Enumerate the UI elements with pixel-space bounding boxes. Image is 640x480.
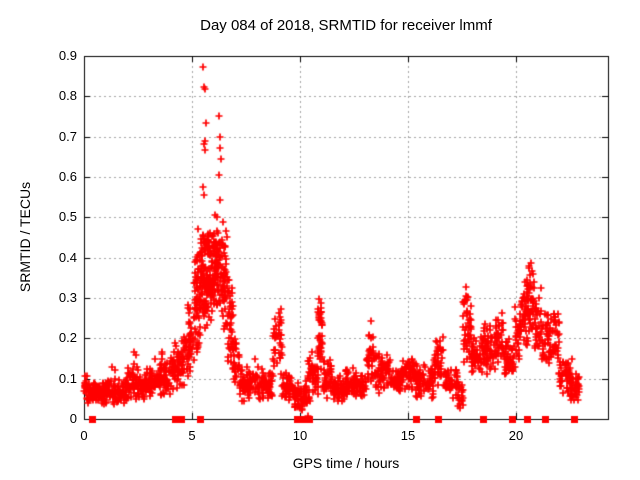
y-tick-label: 0.1 [58,370,77,386]
x-tick-label: 15 [400,428,416,443]
y-tick-label: 0.4 [58,249,77,265]
x-axis-label: GPS time / hours [292,455,400,471]
x-tick-label: 20 [508,428,524,443]
y-tick-label: 0.9 [58,48,77,63]
y-tick-label: 0 [69,411,77,426]
y-tick-label: 0.7 [58,128,77,144]
y-tick-label: 0.8 [58,88,77,104]
y-axis-label: SRMTID / TECUs [17,181,33,293]
y-tick-label: 0.3 [58,290,77,305]
x-tick-label: 10 [292,428,308,443]
x-tick-label: 5 [188,428,196,443]
x-tick-label: 0 [80,428,88,443]
y-tick-label: 0.6 [58,169,77,184]
y-tick-label: 0.5 [58,209,77,225]
chart-title: Day 084 of 2018, SRMTID for receiver lmm… [200,17,492,34]
y-tick-label: 0.2 [58,330,77,346]
